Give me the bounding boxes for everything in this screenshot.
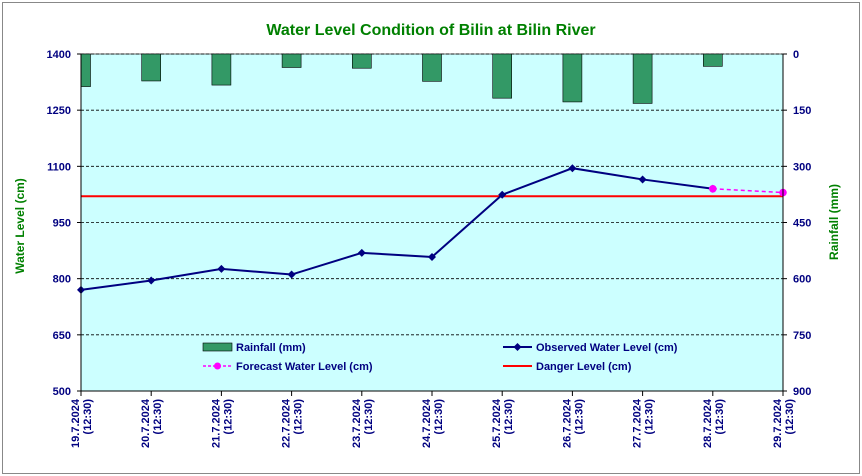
x-tick-label: 22.7.2024(12:30) xyxy=(281,398,305,448)
x-tick-label: 20.7.2024(12:30) xyxy=(140,398,164,448)
observed-water-level-point xyxy=(217,264,226,273)
y2-tick-label: 750 xyxy=(793,330,811,342)
x-tick-label: 25.7.2024(12:30) xyxy=(491,398,515,448)
x-tick-label-time: (12:30) xyxy=(293,399,305,435)
y-tick-label: 1100 xyxy=(47,161,71,173)
gridlines xyxy=(81,53,783,336)
x-tick-label-time: (12:30) xyxy=(222,399,234,435)
forecast-water-level-line xyxy=(712,188,784,194)
x-tick-label: 28.7.2024(12:30) xyxy=(702,398,726,448)
rainfall-bar xyxy=(281,53,302,68)
legend-rainfall-swatch xyxy=(202,342,233,352)
x-tick-label-time: (12:30) xyxy=(503,399,515,435)
x-tick-label-date: 21.7.2024 xyxy=(210,398,222,448)
x-tick-label: 29.7.2024(12:30) xyxy=(772,398,796,448)
y2-tick-label: 0 xyxy=(793,49,799,61)
y-axis-title: Water Level (cm) xyxy=(13,178,27,274)
water-level-lines xyxy=(77,164,787,294)
y2-tick-label: 600 xyxy=(793,274,811,286)
observed-water-level-point xyxy=(357,248,366,257)
y-tick-label: 1250 xyxy=(47,105,71,117)
y2-tick-label: 900 xyxy=(793,386,811,398)
x-tick-label: 19.7.2024(12:30) xyxy=(70,398,94,448)
observed-water-level-point xyxy=(638,175,647,184)
legend-forecast-marker xyxy=(214,362,221,370)
forecast-water-level-point xyxy=(709,185,717,193)
observed-water-level-point xyxy=(147,276,156,285)
x-tick-label-time: (12:30) xyxy=(433,399,445,435)
legend-danger-label: Danger Level (cm) xyxy=(536,361,632,373)
y2-tick-label: 450 xyxy=(793,218,811,230)
x-tick-label-date: 22.7.2024 xyxy=(281,398,293,448)
rainfall-bars xyxy=(80,53,723,104)
x-tick-label-date: 26.7.2024 xyxy=(561,398,573,448)
rainfall-bar xyxy=(492,53,513,99)
observed-water-level-point xyxy=(498,190,507,199)
x-tick-label-date: 27.7.2024 xyxy=(632,398,644,448)
y-tick-label: 950 xyxy=(53,218,71,230)
x-tick-label-date: 28.7.2024 xyxy=(702,398,714,448)
observed-water-level-point xyxy=(287,270,296,279)
y2-tick-label: 300 xyxy=(793,161,811,173)
y-tick-label: 500 xyxy=(53,386,71,398)
y2-axis-title: Rainfall (mm) xyxy=(827,184,841,260)
legend-observed-label: Observed Water Level (cm) xyxy=(536,342,678,354)
x-tick-label-date: 19.7.2024 xyxy=(70,398,82,448)
rainfall-bar xyxy=(141,53,161,82)
x-tick-label-time: (12:30) xyxy=(573,399,585,435)
y-tick-label: 800 xyxy=(53,274,71,286)
x-tick-label-time: (12:30) xyxy=(82,399,94,435)
x-tick-label-date: 24.7.2024 xyxy=(421,398,433,448)
rainfall-bar xyxy=(702,53,723,67)
y-tick-label: 650 xyxy=(53,330,71,342)
y-tick-label: 1400 xyxy=(47,49,71,61)
x-tick-label: 27.7.2024(12:30) xyxy=(632,398,656,448)
rainfall-bar xyxy=(80,53,91,87)
x-tick-label: 23.7.2024(12:30) xyxy=(351,398,375,448)
rainfall-bar xyxy=(562,53,583,103)
observed-water-level-line xyxy=(80,167,713,291)
rainfall-bar xyxy=(351,53,372,69)
legend-forecast-label: Forecast Water Level (cm) xyxy=(236,361,373,373)
x-tick-label-date: 20.7.2024 xyxy=(140,398,152,448)
x-tick-label-date: 29.7.2024 xyxy=(772,398,784,448)
x-tick-label-time: (12:30) xyxy=(363,399,375,435)
x-tick-label-date: 25.7.2024 xyxy=(491,398,503,448)
x-tick-label: 24.7.2024(12:30) xyxy=(421,398,445,448)
x-tick-label: 21.7.2024(12:30) xyxy=(210,398,234,448)
x-tick-label-date: 23.7.2024 xyxy=(351,398,363,448)
x-tick-label-time: (12:30) xyxy=(784,399,796,435)
x-tick-label-time: (12:30) xyxy=(714,399,726,435)
observed-water-level-point xyxy=(428,252,436,261)
rainfall-bar xyxy=(211,53,232,86)
observed-water-level-point xyxy=(568,164,577,173)
axes: 500 650 800 950 1100 1250 1400 0 150 300 450 600 750… xyxy=(47,49,812,448)
legend-observed-marker xyxy=(513,343,522,351)
y2-tick-label: 150 xyxy=(793,105,811,117)
x-tick-label-time: (12:30) xyxy=(644,399,656,435)
rainfall-bar xyxy=(422,53,442,82)
legend: Rainfall (mm) Observed Water Level (cm) … xyxy=(202,342,678,373)
x-tick-label: 26.7.2024(12:30) xyxy=(561,398,585,448)
x-tick-label-time: (12:30) xyxy=(152,399,164,435)
legend-rainfall-label: Rainfall (mm) xyxy=(236,342,306,354)
rainfall-bar xyxy=(632,53,653,104)
chart-title: Water Level Condition of Bilin at Bilin … xyxy=(266,22,595,39)
